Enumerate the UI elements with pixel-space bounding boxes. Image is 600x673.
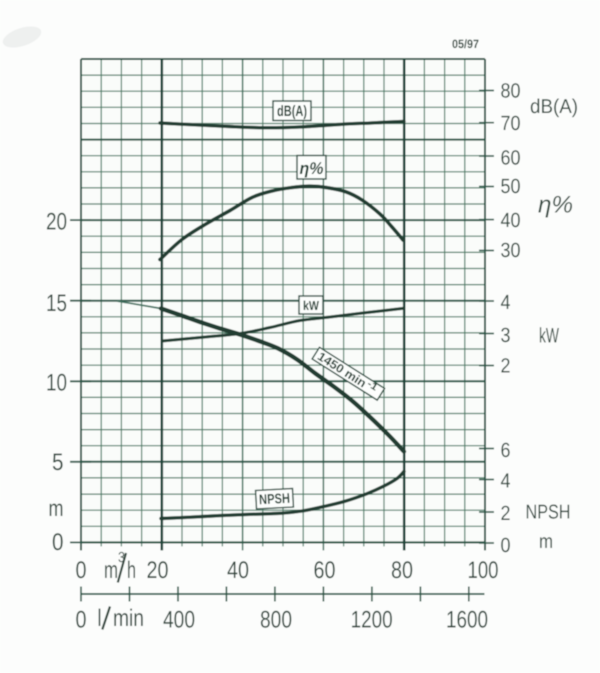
svg-text:dB(A): dB(A) — [277, 103, 307, 120]
svg-text:800: 800 — [260, 607, 292, 634]
svg-text:m: m — [539, 531, 553, 553]
svg-text:50: 50 — [501, 175, 521, 198]
svg-text:100: 100 — [468, 557, 499, 584]
svg-text:3: 3 — [118, 550, 125, 566]
svg-text:1200: 1200 — [351, 607, 393, 634]
svg-text:min: min — [113, 605, 144, 632]
svg-text:NPSH: NPSH — [526, 502, 571, 524]
svg-text:3: 3 — [501, 324, 511, 347]
svg-text:15: 15 — [46, 290, 67, 317]
svg-text:4: 4 — [501, 470, 511, 493]
svg-text:h: h — [127, 557, 136, 584]
svg-text:5: 5 — [52, 449, 64, 476]
svg-text:40: 40 — [227, 557, 249, 584]
svg-text:kW: kW — [303, 298, 320, 313]
svg-text:0: 0 — [52, 529, 64, 556]
svg-text:1600: 1600 — [446, 607, 488, 634]
svg-text:60: 60 — [314, 557, 336, 584]
svg-text:30: 30 — [501, 239, 521, 262]
svg-text:l: l — [98, 605, 102, 632]
svg-text:NPSH: NPSH — [259, 490, 291, 508]
svg-text:0: 0 — [76, 607, 87, 634]
svg-text:m: m — [104, 557, 118, 584]
svg-text:6: 6 — [501, 439, 511, 462]
svg-text:m: m — [49, 495, 64, 521]
svg-text:400: 400 — [163, 607, 195, 634]
svg-text:20: 20 — [147, 557, 169, 584]
svg-text:η%: η% — [538, 192, 573, 219]
svg-text:0: 0 — [501, 534, 511, 557]
svg-text:dB(A): dB(A) — [530, 96, 578, 118]
svg-text:20: 20 — [46, 209, 67, 236]
svg-text:80: 80 — [391, 557, 413, 584]
svg-text:60: 60 — [501, 147, 521, 170]
svg-text:0: 0 — [76, 557, 87, 584]
svg-text:10: 10 — [46, 370, 67, 397]
svg-text:kW: kW — [539, 325, 559, 348]
svg-text:80: 80 — [501, 80, 521, 103]
svg-text:4: 4 — [501, 291, 511, 314]
svg-text:70: 70 — [501, 112, 521, 135]
svg-text:40: 40 — [501, 209, 521, 232]
svg-text:2: 2 — [501, 355, 511, 378]
svg-text:05/97: 05/97 — [452, 37, 479, 51]
svg-text:η%: η% — [300, 159, 324, 178]
svg-text:2: 2 — [501, 502, 511, 525]
